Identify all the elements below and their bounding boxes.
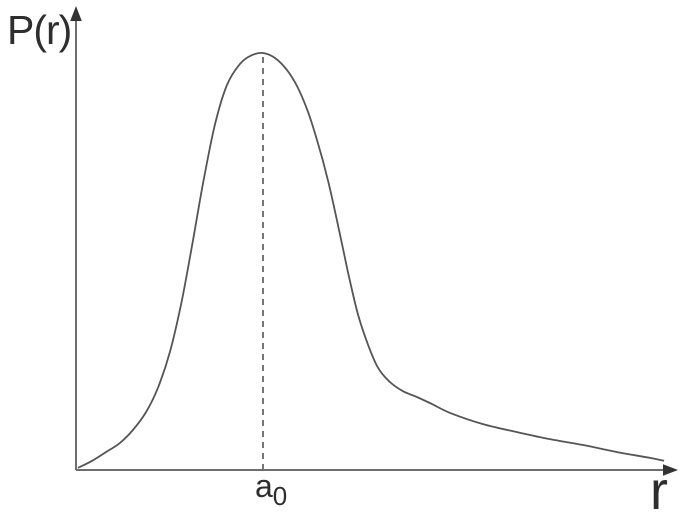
y-axis-label: P(r) bbox=[7, 7, 72, 53]
peak-x-label-subscript: 0 bbox=[272, 481, 288, 511]
peak-x-label-base: a bbox=[255, 468, 273, 504]
y-axis-arrowhead bbox=[70, 6, 82, 21]
peak-x-label: a0 bbox=[255, 470, 287, 509]
x-axis-arrowhead bbox=[663, 464, 678, 476]
x-axis-label: r bbox=[650, 461, 668, 521]
probability-curve bbox=[77, 51, 665, 469]
